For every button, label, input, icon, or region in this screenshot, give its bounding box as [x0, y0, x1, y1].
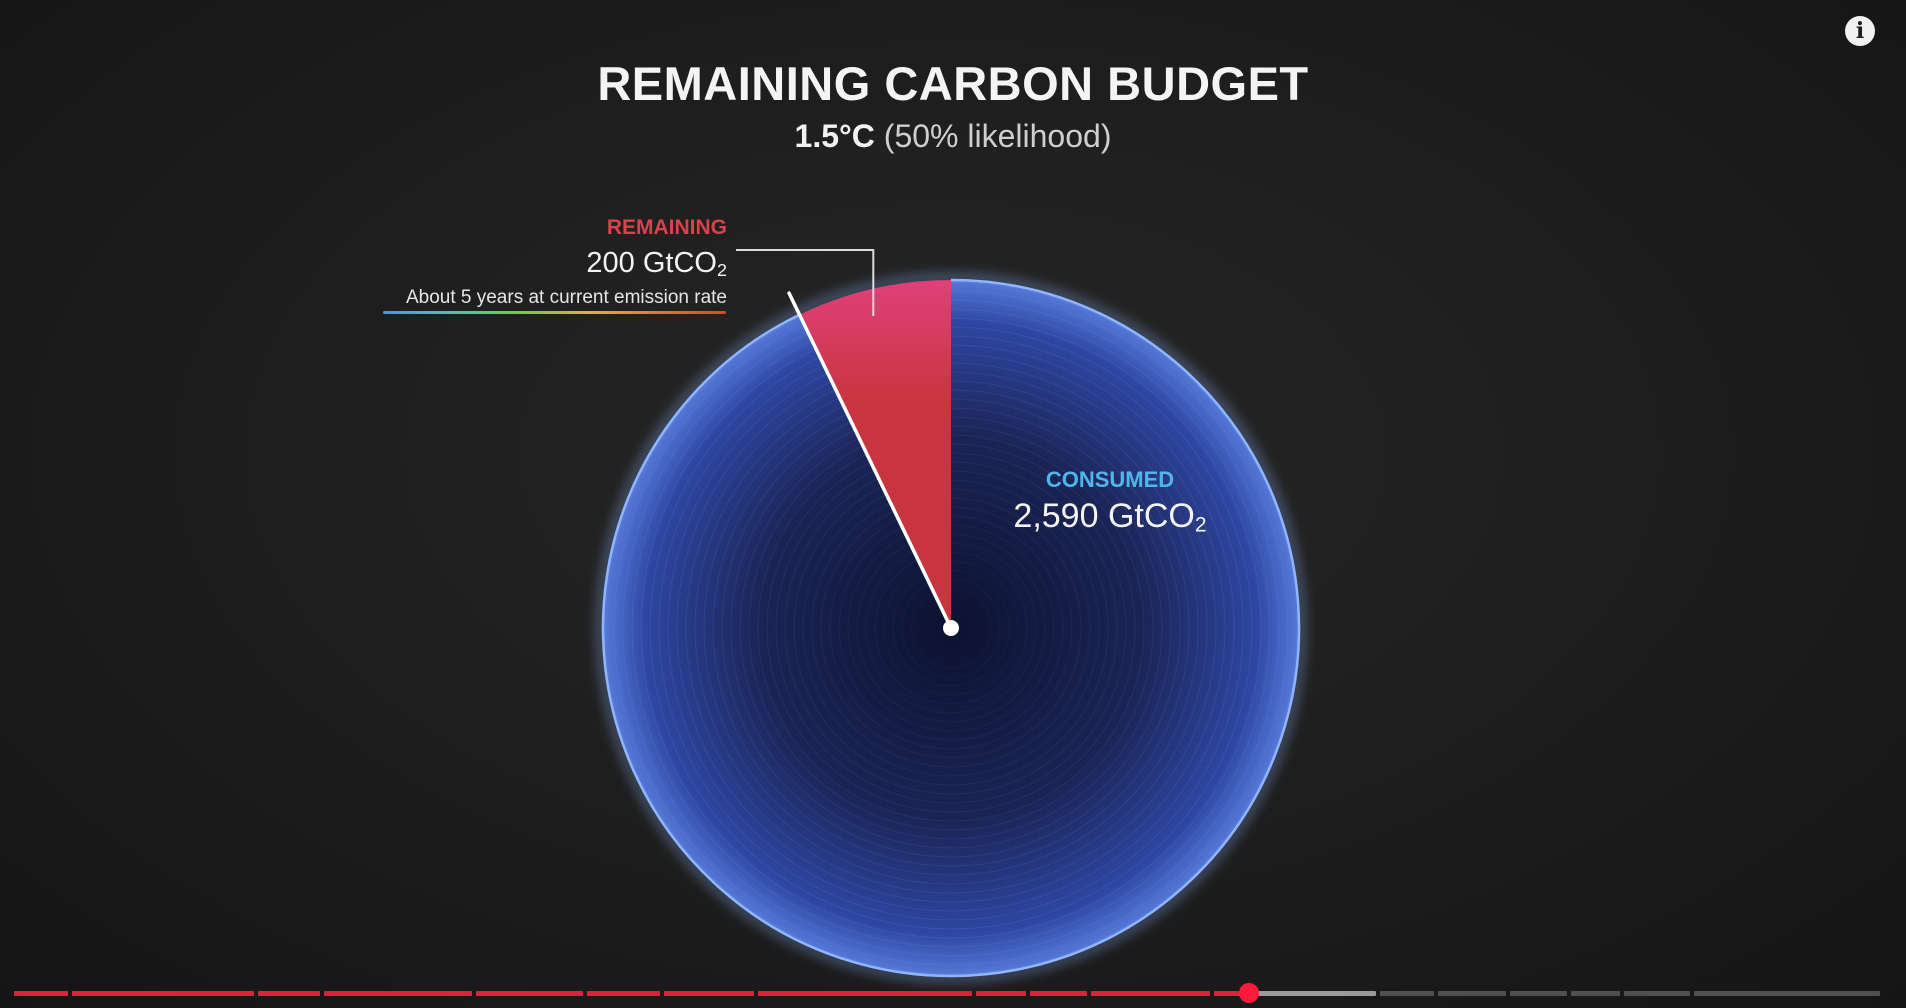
remaining-value-number: 200 — [586, 247, 635, 279]
consumed-value-number: 2,590 — [1013, 497, 1099, 535]
consumed-unit-subscript: 2 — [1194, 513, 1207, 537]
info-icon: i — [1855, 18, 1865, 44]
chart-subtitle: 1.5°C (50% likelihood) — [0, 118, 1906, 155]
remaining-unit: GtCO — [642, 247, 717, 279]
remaining-callout-leader — [736, 249, 875, 316]
remaining-value: 200 GtCO2 — [455, 247, 727, 281]
timeline-chapter-segment[interactable] — [1030, 991, 1087, 996]
timeline-chapter-segment[interactable] — [72, 991, 254, 996]
timeline-chapter-segment[interactable] — [258, 991, 320, 996]
consumed-value: 2,590 GtCO2 — [990, 497, 1230, 538]
timeline-chapter-segment[interactable] — [758, 991, 972, 996]
pie-ring-texture — [597, 274, 1305, 982]
timeline-chapter-segment[interactable] — [14, 991, 68, 996]
timeline-chapter-segment[interactable] — [1091, 991, 1210, 996]
timeline-chapter-segment[interactable] — [1380, 991, 1434, 996]
timeline-chapter-segment[interactable] — [1214, 991, 1249, 996]
timeline-chapter-segment[interactable] — [587, 991, 660, 996]
timeline-chapter-segment[interactable] — [1571, 991, 1620, 996]
pie-center-dot — [943, 620, 959, 636]
timeline-chapter-segment[interactable] — [1248, 991, 1376, 996]
timeline-chapter-segment[interactable] — [1510, 991, 1567, 996]
remaining-unit-subscript: 2 — [717, 259, 727, 280]
remaining-boundary-line — [787, 291, 953, 630]
subtitle-likelihood: (50% likelihood) — [883, 118, 1112, 154]
consumed-slice-rim — [601, 278, 1301, 978]
timeline-chapter-segment[interactable] — [976, 991, 1026, 996]
remaining-label: REMAINING — [606, 216, 727, 239]
subtitle-temperature: 1.5°C — [794, 118, 875, 154]
consumed-unit: GtCO — [1107, 497, 1195, 535]
consumed-label: CONSUMED — [1045, 467, 1175, 492]
remaining-note-underline — [383, 311, 726, 314]
timeline-chapter-segment[interactable] — [324, 991, 472, 996]
timeline-chapter-segment[interactable] — [476, 991, 583, 996]
timeline-chapter-segment[interactable] — [1694, 991, 1880, 996]
info-button[interactable]: i — [1845, 16, 1875, 46]
timeline-chapter-segment[interactable] — [664, 991, 754, 996]
timeline-chapter-segment[interactable] — [1438, 991, 1506, 996]
timeline-chapter-segment[interactable] — [1624, 991, 1690, 996]
timeline-scrubber[interactable] — [1238, 983, 1259, 1003]
remaining-slice — [799, 280, 951, 628]
remaining-note: About 5 years at current emission rate — [405, 287, 727, 308]
chart-title: REMAINING CARBON BUDGET — [597, 57, 1309, 110]
consumed-slice-glow — [597, 274, 1305, 982]
